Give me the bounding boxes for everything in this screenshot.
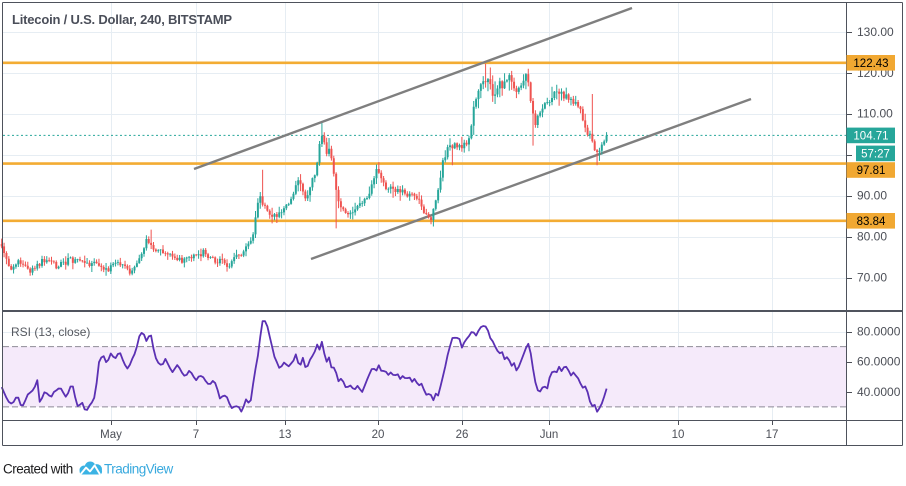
svg-text:10: 10 [672, 429, 685, 441]
svg-text:97.81: 97.81 [857, 165, 886, 177]
svg-text:Jun: Jun [540, 429, 559, 441]
svg-text:26: 26 [456, 429, 469, 441]
svg-text:Litecoin / U.S. Dollar, 240, B: Litecoin / U.S. Dollar, 240, BITSTAMP [12, 12, 232, 27]
svg-text:130.00: 130.00 [857, 25, 894, 39]
svg-text:110.00: 110.00 [857, 107, 893, 121]
svg-text:Created with: Created with [3, 462, 73, 477]
svg-text:May: May [100, 429, 122, 441]
svg-text:90.00: 90.00 [857, 189, 887, 203]
svg-text:83.84: 83.84 [857, 216, 886, 228]
svg-text:7: 7 [193, 429, 199, 441]
svg-text:60.0000: 60.0000 [857, 355, 901, 369]
svg-text:20: 20 [372, 429, 385, 441]
svg-text:80.00: 80.00 [857, 230, 887, 244]
svg-text:17: 17 [766, 429, 779, 441]
svg-text:104.71: 104.71 [853, 130, 888, 142]
svg-text:13: 13 [279, 429, 292, 441]
svg-text:40.0000: 40.0000 [857, 385, 901, 399]
svg-text:80.0000: 80.0000 [857, 325, 901, 339]
svg-text:RSI (13, close): RSI (13, close) [11, 325, 90, 339]
svg-text:70.00: 70.00 [857, 271, 887, 285]
svg-text:122.43: 122.43 [853, 58, 888, 70]
svg-text:TradingView: TradingView [104, 462, 174, 477]
svg-text:57:27: 57:27 [861, 148, 890, 160]
